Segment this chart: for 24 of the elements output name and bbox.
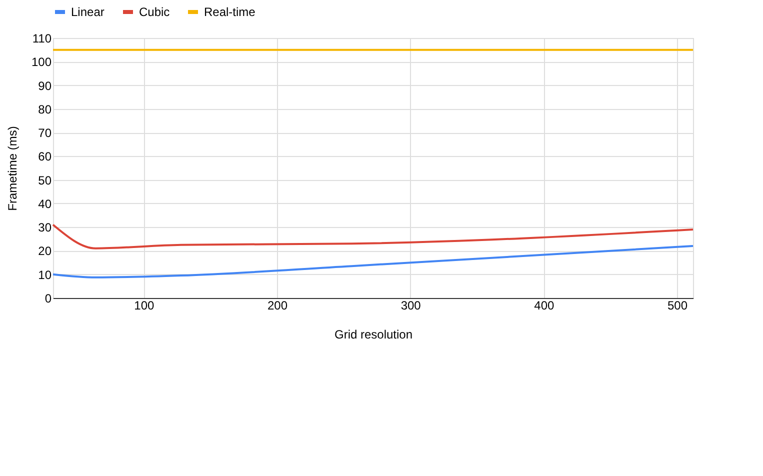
x-tick-label: 200 [267,298,288,312]
legend-label: Linear [71,5,104,19]
line-series [52,224,694,250]
y-tick-label: 110 [32,32,52,46]
legend-label: Cubic [139,5,170,19]
y-tick-label: 90 [38,78,52,93]
line-series [52,245,694,278]
y-tick-label: 20 [38,244,52,258]
y-tick-label: 70 [38,126,52,140]
x-axis-title: Grid resolution [334,328,413,342]
legend-label: Real-time [204,5,256,19]
x-tick-label: 300 [400,298,422,312]
y-tick-label: 60 [38,150,52,164]
x-tick-label: 500 [667,298,688,312]
x-tick-label: 100 [134,298,154,312]
y-tick-label: 40 [38,196,52,211]
y-tick-label: 30 [38,220,52,235]
x-tick-label: 400 [534,298,554,312]
y-tick-label: 100 [31,55,52,70]
y-tick-label: 50 [38,173,52,188]
y-axis-title: Frametime (ms) [5,126,20,211]
y-tick-label: 10 [38,268,52,282]
y-tick-label: 0 [44,292,52,306]
y-tick-label: 80 [38,102,52,116]
